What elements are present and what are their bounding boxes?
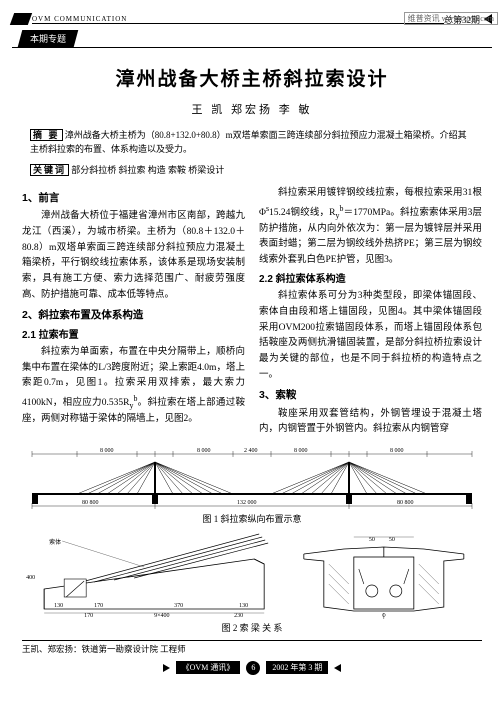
- keywords: 关键词 部分斜拉桥 斜拉索 构造 索鞍 桥梁设计: [30, 163, 474, 176]
- figure-2-right-svg: 50 50: [286, 529, 482, 619]
- header-decor: [10, 13, 32, 25]
- svg-text:230: 230: [234, 613, 243, 619]
- figure-2-caption: 图 2 索 梁 关 系: [0, 621, 504, 634]
- footer-pub-left: 《OVM 通讯》: [176, 661, 241, 674]
- footer-divider: [22, 640, 482, 641]
- figure-2-left-svg: 索体 400 170 9×400 230 130 170 370 130: [22, 529, 276, 619]
- svg-text:50: 50: [389, 537, 395, 543]
- heading-2-1: 2.1 拉索布置: [22, 328, 245, 345]
- svg-text:8 000: 8 000: [294, 448, 308, 454]
- paper-title: 漳州战备大桥主桥斜拉索设计: [0, 64, 504, 91]
- keywords-label: 关键词: [30, 164, 69, 176]
- svg-text:130: 130: [239, 603, 248, 609]
- figure-1-caption: 图 1 斜拉索纵向布置示意: [22, 512, 482, 525]
- section-tab-label: 本期专题: [30, 32, 66, 45]
- paragraph: 鞍座采用双套管结构，外钢管埋设于混凝土塔内，内钢管置于外钢管内。斜拉索从内钢管穿: [259, 407, 482, 438]
- svg-text:170: 170: [94, 603, 103, 609]
- heading-2: 2、斜拉索布置及体系构造: [22, 307, 245, 324]
- svg-text:80 800: 80 800: [82, 500, 99, 506]
- paragraph: 斜拉索采用镀锌钢绞线拉索，每根拉索采用31根Φs15.24钢绞线，Ryb＝177…: [259, 186, 482, 269]
- footer-triangle-right-icon: [334, 664, 341, 672]
- heading-1: 1、前言: [22, 190, 245, 207]
- svg-text:8 000: 8 000: [197, 448, 211, 454]
- divider: [12, 47, 492, 48]
- svg-text:170: 170: [84, 613, 93, 619]
- footer-pub-right: 2002 年第 3 期: [266, 661, 328, 674]
- svg-text:400: 400: [26, 575, 35, 581]
- svg-text:370: 370: [174, 603, 183, 609]
- svg-text:132 000: 132 000: [237, 500, 257, 506]
- abstract-text: 漳州战备大桥主桥为（80.8+132.0+80.8）m双塔单索面三跨连续部分斜拉…: [30, 130, 467, 154]
- left-column: 1、前言 漳州战备大桥位于福建省漳州市区南部，跨越九龙江（西溪），为城市桥梁。主…: [22, 186, 245, 438]
- body-columns: 1、前言 漳州战备大桥位于福建省漳州市区南部，跨越九龙江（西溪），为城市桥梁。主…: [22, 186, 482, 438]
- authors: 王 凯 郑宏扬 李 敏: [0, 101, 504, 117]
- right-column: 斜拉索采用镀锌钢绞线拉索，每根拉索采用31根Φs15.24钢绞线，Ryb＝177…: [259, 186, 482, 438]
- svg-text:8 000: 8 000: [100, 448, 114, 454]
- page-number: 6: [246, 661, 260, 675]
- paragraph: 漳州战备大桥位于福建省漳州市区南部，跨越九龙江（西溪），为城市桥梁。主桥为（80…: [22, 209, 245, 303]
- heading-2-2: 2.2 斜拉索体系构造: [259, 272, 482, 289]
- heading-3: 3、索鞍: [259, 387, 482, 404]
- section-tab: 本期专题: [20, 30, 504, 47]
- abstract: 摘 要 漳州战备大桥主桥为（80.8+132.0+80.8）m双塔单索面三跨连续…: [30, 129, 474, 157]
- figure-1-svg: 8 000 8 000 2 400 8 000 8 000 80 800 132…: [22, 444, 482, 510]
- abstract-label: 摘 要: [30, 129, 63, 141]
- svg-text:9×400: 9×400: [154, 613, 169, 619]
- svg-text:2 400: 2 400: [244, 448, 258, 454]
- svg-text:80 800: 80 800: [397, 500, 414, 506]
- svg-text:8 000: 8 000: [390, 448, 404, 454]
- watermark: 维普资讯 www.cqvip.com: [404, 12, 498, 25]
- paragraph: 斜拉索体系可分为3种类型段，即梁体锚固段、索体自由段和塔上锚固段，见图4。其中梁…: [259, 289, 482, 383]
- footer-publication: 《OVM 通讯》 6 2002 年第 3 期: [0, 661, 504, 675]
- svg-text:索体: 索体: [49, 538, 61, 546]
- paragraph: 斜拉索为单面索，布置在中央分隔带上，顺桥向集中布置在梁体的L/3跨度附近；梁上索…: [22, 345, 245, 428]
- footer-triangle-left-icon: [163, 664, 170, 672]
- comm-label: OVM COMMUNICATION: [32, 15, 444, 24]
- keywords-text: 部分斜拉桥 斜拉索 构造 索鞍 桥梁设计: [71, 165, 224, 175]
- figure-1: 8 000 8 000 2 400 8 000 8 000 80 800 132…: [22, 444, 482, 525]
- figure-2: 索体 400 170 9×400 230 130 170 370 130: [22, 529, 482, 619]
- svg-text:50: 50: [369, 537, 375, 543]
- footer-author: 王凯、郑宏扬：铁道第一勘察设计院 工程师: [22, 643, 482, 655]
- svg-text:130: 130: [54, 603, 63, 609]
